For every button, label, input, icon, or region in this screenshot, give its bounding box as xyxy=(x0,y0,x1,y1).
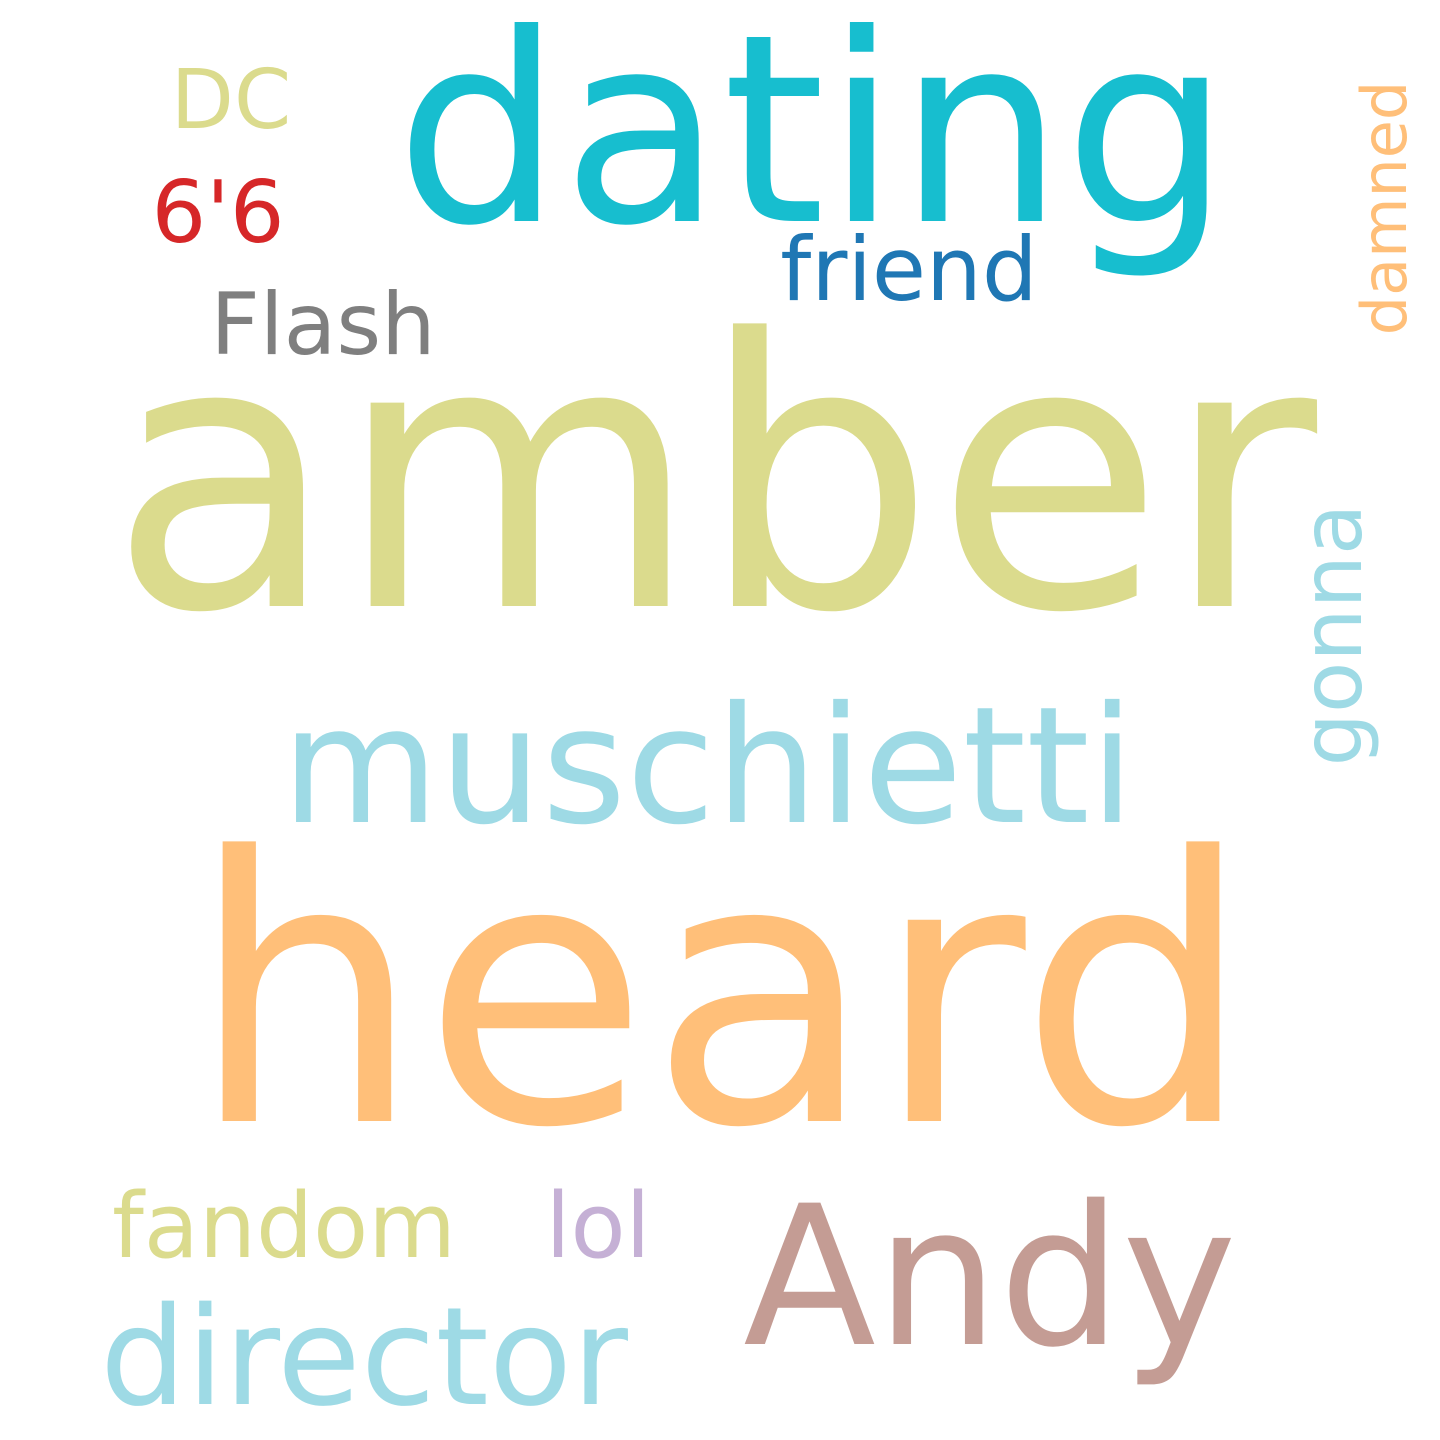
word-lol: lol xyxy=(545,1174,651,1279)
word-muschietti: muschietti xyxy=(281,673,1135,861)
word-amber: amber xyxy=(108,261,1318,694)
word-director: director xyxy=(100,1279,628,1437)
word-friend: friend xyxy=(780,218,1038,321)
word-flash: Flash xyxy=(210,275,436,375)
word-six-six: 6'6 xyxy=(151,163,285,263)
word-gonna: gonna xyxy=(1283,503,1381,767)
word-andy: Andy xyxy=(743,1164,1237,1390)
word-heard: heard xyxy=(189,779,1253,1208)
word-dating: dating xyxy=(395,0,1231,283)
word-fandom: fandom xyxy=(112,1174,456,1279)
word-dc: DC xyxy=(170,53,292,148)
word-damned: damned xyxy=(1348,80,1421,336)
